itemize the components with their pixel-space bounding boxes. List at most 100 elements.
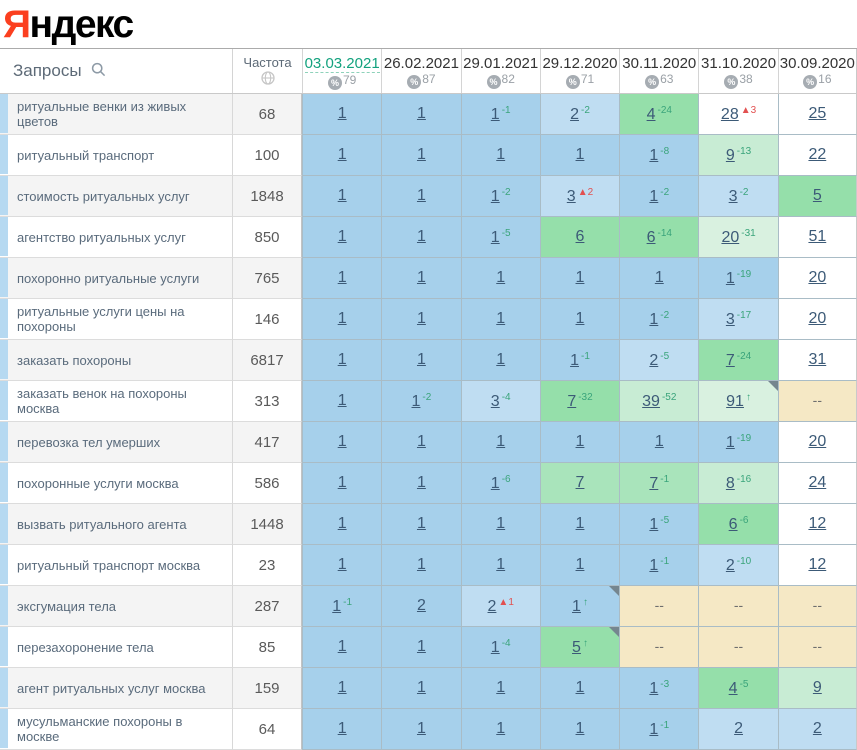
position-link[interactable]: 20 — [808, 433, 827, 450]
position-link[interactable]: 25 — [808, 105, 827, 122]
position-link[interactable]: 2 — [487, 597, 497, 615]
position-link[interactable]: 39 — [642, 392, 660, 410]
position-link[interactable]: 1 — [416, 474, 426, 491]
position-link[interactable]: 2 — [570, 105, 579, 123]
position-link[interactable]: 1 — [496, 433, 506, 450]
date-link[interactable]: 26.02.2021 — [383, 55, 459, 72]
position-link[interactable]: 28 — [720, 105, 739, 123]
position-link[interactable]: 1 — [416, 228, 426, 245]
position-link[interactable]: 2 — [812, 720, 822, 737]
position-link[interactable]: 20 — [808, 310, 827, 327]
position-link[interactable]: 1 — [490, 474, 500, 492]
position-link[interactable]: 1 — [490, 105, 500, 123]
position-link[interactable]: 9 — [812, 679, 822, 696]
position-link[interactable]: 5 — [572, 638, 581, 656]
position-link[interactable]: 6 — [646, 228, 656, 246]
position-link[interactable]: 3 — [566, 187, 576, 205]
position-link[interactable]: 1 — [649, 720, 659, 738]
date-link[interactable]: 30.11.2020 — [622, 55, 697, 72]
position-link[interactable]: 1 — [490, 187, 500, 205]
position-link[interactable]: 1 — [416, 433, 426, 450]
date-column-header[interactable]: 29.12.2020 % 71 — [539, 49, 620, 93]
position-link[interactable]: 1 — [575, 556, 585, 573]
position-link[interactable]: 91 — [726, 392, 744, 410]
position-link[interactable]: 4 — [646, 105, 656, 123]
position-link[interactable]: 6 — [728, 515, 738, 533]
position-link[interactable]: 12 — [808, 515, 827, 532]
position-link[interactable]: 1 — [337, 146, 347, 163]
position-link[interactable]: 31 — [808, 351, 827, 368]
position-link[interactable]: 1 — [337, 228, 347, 245]
position-link[interactable]: 1 — [416, 638, 426, 655]
position-link[interactable]: 9 — [725, 146, 735, 164]
position-link[interactable]: 1 — [337, 679, 347, 696]
search-icon[interactable] — [91, 62, 106, 82]
position-link[interactable]: 1 — [416, 187, 426, 204]
date-link[interactable]: 29.12.2020 — [542, 55, 618, 72]
position-link[interactable]: 3 — [728, 187, 738, 205]
position-link[interactable]: 1 — [649, 146, 659, 164]
position-link[interactable]: 1 — [496, 679, 506, 696]
position-link[interactable]: 1 — [575, 679, 585, 696]
position-link[interactable]: 1 — [570, 351, 579, 369]
position-link[interactable]: 1 — [416, 146, 426, 163]
position-link[interactable]: 1 — [416, 515, 426, 532]
position-link[interactable]: 1 — [575, 433, 585, 450]
position-link[interactable]: 1 — [575, 269, 585, 286]
position-link[interactable]: 7 — [575, 474, 585, 491]
position-link[interactable]: 2 — [734, 720, 744, 737]
position-link[interactable]: 22 — [808, 146, 827, 163]
position-link[interactable]: 1 — [575, 720, 585, 737]
position-link[interactable]: 3 — [490, 392, 500, 410]
date-column-header[interactable]: 30.09.2020 % 16 — [777, 49, 857, 93]
position-link[interactable]: 1 — [416, 720, 426, 737]
position-link[interactable]: 1 — [654, 269, 664, 286]
position-link[interactable]: 1 — [416, 105, 426, 122]
position-link[interactable]: 1 — [649, 679, 659, 697]
position-link[interactable]: 1 — [496, 351, 506, 368]
position-link[interactable]: 1 — [649, 556, 659, 574]
date-link[interactable]: 03.03.2021 — [304, 54, 380, 73]
date-link[interactable]: 30.09.2020 — [779, 55, 855, 72]
position-link[interactable]: 1 — [337, 310, 347, 327]
position-link[interactable]: 8 — [725, 474, 735, 492]
position-link[interactable]: 1 — [649, 187, 659, 205]
position-link[interactable]: 2 — [725, 556, 735, 574]
position-link[interactable]: 1 — [416, 269, 426, 286]
position-link[interactable]: 1 — [654, 433, 664, 450]
position-link[interactable]: 1 — [337, 638, 347, 655]
position-link[interactable]: 1 — [416, 679, 426, 696]
position-link[interactable]: 1 — [337, 392, 347, 409]
position-link[interactable]: 1 — [411, 392, 421, 410]
position-link[interactable]: 1 — [337, 351, 347, 368]
position-link[interactable]: 1 — [725, 269, 735, 287]
position-link[interactable]: 1 — [416, 351, 426, 368]
position-link[interactable]: 20 — [808, 269, 827, 286]
position-link[interactable]: 1 — [337, 105, 347, 122]
position-link[interactable]: 1 — [337, 556, 347, 573]
position-link[interactable]: 12 — [808, 556, 827, 573]
position-link[interactable]: 7 — [725, 351, 735, 369]
position-link[interactable]: 7 — [649, 474, 659, 492]
position-link[interactable]: 7 — [567, 392, 577, 410]
date-column-header[interactable]: 03.03.2021 % 79 — [302, 49, 382, 93]
date-link[interactable]: 31.10.2020 — [701, 55, 777, 72]
position-link[interactable]: 1 — [416, 310, 426, 327]
position-link[interactable]: 5 — [812, 187, 822, 204]
position-link[interactable]: 1 — [496, 556, 506, 573]
date-column-header[interactable]: 31.10.2020 % 38 — [698, 49, 778, 93]
position-link[interactable]: 1 — [649, 310, 659, 328]
position-link[interactable]: 1 — [572, 597, 581, 615]
position-link[interactable]: 1 — [649, 515, 659, 533]
position-link[interactable]: 1 — [575, 515, 585, 532]
position-link[interactable]: 1 — [725, 433, 735, 451]
date-column-header[interactable]: 29.01.2021 % 82 — [460, 49, 540, 93]
position-link[interactable]: 1 — [337, 269, 347, 286]
position-link[interactable]: 1 — [575, 310, 585, 327]
position-link[interactable]: 24 — [808, 474, 827, 491]
position-link[interactable]: 6 — [575, 228, 585, 245]
position-link[interactable]: 1 — [332, 597, 342, 615]
date-column-header[interactable]: 30.11.2020 % 63 — [619, 49, 699, 93]
date-column-header[interactable]: 26.02.2021 % 87 — [381, 49, 461, 93]
position-link[interactable]: 1 — [337, 187, 347, 204]
